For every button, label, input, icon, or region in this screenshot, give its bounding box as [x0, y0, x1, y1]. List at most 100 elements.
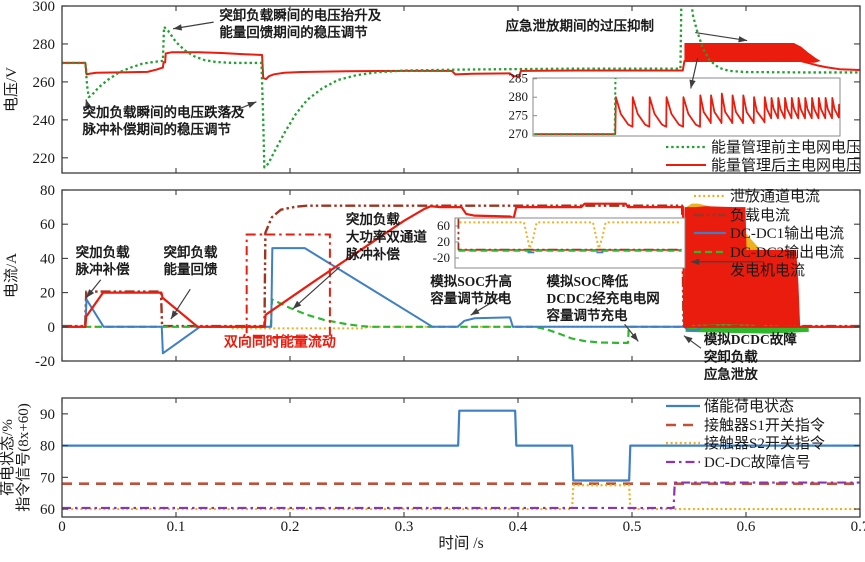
legend-label: 接触器S1开关指令: [704, 417, 825, 434]
inset-tick-label: 20: [437, 234, 450, 249]
annotation-text: 脉冲补偿: [75, 261, 130, 277]
y-tick-label: 60: [40, 502, 55, 518]
annotation-text: 突加负载: [346, 211, 400, 227]
annotation-text: 模拟SOC升高: [430, 273, 512, 289]
arrow-head: [173, 24, 183, 31]
legend-label: 能量管理前主电网电压: [711, 139, 861, 156]
annotation-text: 突卸负载: [163, 244, 217, 260]
annotation-arrow: [695, 31, 748, 42]
annotation-text: 模拟DCDC故障: [704, 331, 797, 347]
legend-label: 发电机电流: [730, 262, 805, 279]
series-line: [534, 92, 840, 136]
inset-tick-label: 280: [509, 89, 529, 104]
annotation-text: 能量回馈期间的稳压调节: [219, 24, 368, 40]
inset-tick-label: 285: [509, 71, 529, 86]
plot-frame: [61, 5, 861, 174]
arrow-head: [690, 258, 700, 266]
arrow-head: [247, 101, 257, 109]
voltage-chart: 270 275 280 285 220 240 260 280 300 电压/V 突卸负载瞬间的电压…: [3, 0, 861, 174]
legend-label: 负载电流: [730, 207, 790, 224]
arrow-head: [470, 308, 480, 316]
x-tick-label: 0.1: [167, 519, 186, 535]
annotation-text: 脉冲补偿期间的稳压调节: [82, 121, 232, 137]
y-tick-label: 80: [40, 439, 55, 455]
annotation-text: 应急泄放期间的过压抑制: [505, 17, 653, 33]
x-tick-label: 0.5: [623, 519, 642, 535]
y-axis-label: 电流/A: [3, 253, 20, 298]
annotation-text: 突加负载: [76, 244, 130, 260]
annotation-text: 突加负载瞬间的电压跌落及: [83, 104, 245, 120]
arrow-head: [86, 289, 95, 298]
x-tick-label: 0.2: [281, 519, 300, 535]
legend-label: 泄放通道电流: [730, 188, 820, 205]
y-tick-label: 0: [48, 320, 56, 336]
legend-label: 储能荷电状态: [704, 398, 794, 415]
series-line: [62, 481, 860, 510]
series-line: [62, 409, 860, 482]
arrow-head: [683, 335, 693, 344]
y-tick-label: -20: [35, 354, 55, 370]
x-tick-label: 0.6: [737, 519, 756, 535]
plot-frame: [61, 189, 861, 362]
x-axis-label: 时间 /s: [438, 534, 483, 552]
y-tick-label: 260: [33, 75, 56, 91]
current-chart: -202060-20020406080电流/A突加负载脉冲补偿突卸负载能量回馈突…: [3, 183, 861, 382]
arrow-head: [738, 36, 748, 43]
plot-frame: [61, 397, 861, 518]
annotation-text: 脉冲补偿: [345, 246, 400, 262]
inset-tick-label: 275: [509, 108, 529, 123]
inset-frame: [454, 217, 686, 269]
legend-label: DC-DC故障信号: [704, 453, 811, 471]
legend-label: DC-DC2输出电流: [730, 244, 844, 261]
fill-region: [684, 43, 821, 63]
annotation-text: 应急泄放: [704, 366, 758, 380]
arrow-head: [630, 332, 639, 342]
series-line: [62, 484, 860, 511]
legend-label: DC-DC1输出电流: [730, 225, 844, 242]
y-tick-label: 20: [40, 286, 55, 302]
series-line: [62, 51, 860, 81]
soc-command-chart: 0 0.1 0.2 0.3 0.4 0.5 0.6 0.7 60 70 80 90 荷电状态/%指令信号…: [0, 397, 865, 552]
soc-command-chart: 0 0.1 0.2 0.3 0.4 0.5 0.6 0.7 60 70 80 90 荷电状态/%指令信号…: [0, 380, 865, 557]
annotation-text: 容量调节放电: [429, 290, 511, 306]
annotation-text: 双向同时能量流动: [224, 333, 336, 350]
arrow-head: [292, 300, 302, 309]
y-tick-label: 40: [40, 251, 55, 267]
y-tick-label: 60: [40, 217, 55, 233]
annotation-text: 容量调节充电: [546, 307, 628, 323]
y-tick-label: 220: [33, 151, 56, 167]
series-line: [534, 78, 617, 136]
x-tick-label: 0: [58, 519, 66, 535]
annotation-text: DCDC2经充电电网: [547, 290, 660, 306]
arrow-head: [689, 79, 696, 89]
x-tick-label: 0.7: [851, 519, 865, 535]
x-tick-label: 0.3: [395, 519, 414, 535]
x-tick-label: 0.4: [509, 519, 528, 535]
highlight-box: [245, 233, 331, 339]
series-line: [62, 298, 860, 344]
arrow-head: [170, 310, 179, 320]
voltage-chart: 270 275 280 285 220 240 260 280 300 电压/V 突卸负载瞬间的电压…: [0, 0, 865, 180]
inset-tick-label: 270: [509, 126, 529, 141]
y-axis-label: 荷电状态/%: [0, 419, 16, 496]
series-line: [62, 202, 860, 328]
fill-region: [684, 206, 801, 327]
y-axis-label: 指令信号(8x+60): [15, 403, 32, 511]
y-tick-label: 300: [33, 0, 56, 15]
y-tick-label: 90: [40, 407, 55, 423]
arrow-head: [85, 99, 92, 109]
annotation-text: 突卸负载瞬间的电压抬升及: [219, 7, 381, 23]
legend-label: 接触器S2开关指令: [704, 435, 825, 452]
y-tick-label: 80: [40, 183, 55, 199]
inset-tick-label: -20: [433, 250, 450, 265]
inset-tick-label: 60: [437, 218, 450, 233]
y-tick-label: 70: [40, 470, 55, 486]
annotation-arrow: [292, 266, 340, 310]
annotation-text: 能量回馈: [163, 261, 217, 277]
annotation-text: 突卸负载: [704, 349, 758, 365]
